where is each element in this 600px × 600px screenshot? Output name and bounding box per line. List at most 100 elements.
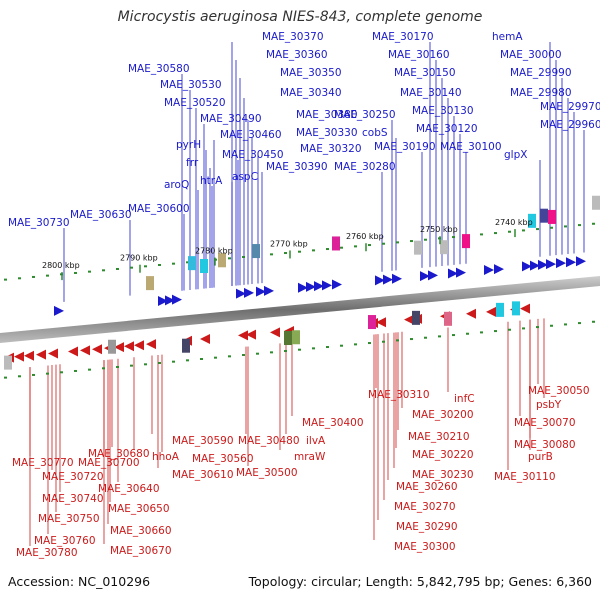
reverse-gene-arrow [520,303,530,314]
forward-gene-arrow [165,295,175,306]
gene-label-bottom: MAE_30070 [514,417,576,429]
gene-label-top: MAE_29960 [540,119,600,131]
gene-label-bottom: MAE_30610 [172,469,234,481]
feature-block [368,315,376,330]
scale-dot [102,269,105,272]
gene-label-bottom: MAE_30310 [368,389,430,401]
gene-label-top: frr [186,157,199,169]
scale-tick-label: 2770 kbp [270,239,308,248]
feature-block [108,339,116,354]
feature-block [200,259,208,273]
scale-dot [312,249,315,252]
scale-dot [326,346,329,349]
forward-gene-arrow [322,280,332,291]
gene-label-top: MAE_30340 [280,87,342,99]
scale-dot [214,356,217,359]
scale-dot [368,342,371,345]
feature-block [182,338,190,353]
reverse-gene-arrow [68,346,78,357]
gene-label-bottom: MAE_30290 [396,521,458,533]
feature-block [462,234,470,249]
scale-dot [298,348,301,351]
feature-block [4,355,12,370]
reverse-gene-arrow [114,342,124,353]
gene-label-top: MAE_30730 [8,217,70,229]
gene-label-top: MAE_30530 [160,79,222,91]
scale-dot [4,376,7,379]
feature-block [332,236,340,251]
forward-gene-arrow [538,259,548,270]
accession-text: Accession: NC_010296 [8,574,151,589]
scale-dot [186,261,189,264]
forward-gene-arrow [54,305,64,316]
reverse-gene-arrow [80,345,90,356]
gene-label-bottom: MAE_30480 [238,435,300,447]
scale-dot [424,336,427,339]
reverse-gene-arrow [134,340,144,351]
forward-gene-arrow [428,270,438,281]
gene-label-bottom: MAE_30590 [172,435,234,447]
reverse-gene-arrow [14,351,24,362]
reverse-gene-arrow [270,327,280,338]
scale-tick-label: 2800 kbp [42,261,80,270]
gene-label-bottom: mraW [294,451,326,463]
scale-dot [550,324,553,327]
reverse-gene-arrow [124,341,134,352]
gene-label-bottom: MAE_30270 [394,501,456,513]
gene-label-top: MAE_30190 [374,141,436,153]
gene-label-top: MAE_30250 [334,109,396,121]
feature-block [218,253,226,268]
scale-dot [466,332,469,335]
scale-dot [536,326,539,329]
scale-tick-label: 2740 kbp [495,218,533,227]
reverse-gene-arrow [466,308,476,319]
feature-block [292,330,300,345]
scale-dot [102,367,105,370]
gene-label-top: MAE_30320 [300,143,362,155]
forward-gene-arrow [314,281,324,292]
scale-tick-label: 2790 kbp [120,254,158,263]
scale-dot [298,250,301,253]
forward-gene-arrow [264,285,274,296]
gene-label-bottom: MAE_30660 [110,525,172,537]
gene-label-top: MAE_30280 [334,161,396,173]
forward-gene-arrow [484,265,494,276]
forward-gene-arrow [375,275,385,286]
gene-label-bottom: MAE_30080 [514,439,576,451]
gene-label-top: MAE_30120 [416,123,478,135]
forward-gene-arrow [392,273,402,284]
gene-label-top: MAE_30000 [500,49,562,61]
genome-backbone [0,276,600,343]
gene-label-top: aspC [232,171,258,183]
scale-dot [18,375,21,378]
scale-dot [522,327,525,330]
scale-dot [130,364,133,367]
scale-dot [60,371,63,374]
reverse-gene-arrow [246,329,256,340]
forward-gene-arrow [556,258,566,269]
forward-gene-arrow [546,259,556,270]
scale-dot [144,363,147,366]
forward-gene-arrow [256,286,266,297]
feature-block [146,276,154,291]
forward-gene-arrow [494,264,504,275]
scale-dot [382,340,385,343]
feature-block [252,244,260,259]
reverse-gene-arrow [48,348,58,359]
gene-label-bottom: MAE_30260 [396,481,458,493]
scale-dot [508,230,511,233]
forward-gene-arrow [236,288,246,299]
gene-label-bottom: purB [528,451,553,463]
gene-label-bottom: MAE_30770 [12,457,74,469]
scale-dot [480,331,483,334]
forward-gene-arrow [244,287,254,298]
scale-dot [228,257,231,260]
scale-dot [88,368,91,371]
gene-label-top: MAE_30360 [266,49,328,61]
reverse-gene-arrow [200,334,210,344]
scale-dot [172,360,175,363]
gene-label-bottom: MAE_30740 [42,493,104,505]
genome-summary-text: Topology: circular; Length: 5,842,795 bp… [248,574,592,589]
gene-label-bottom: MAE_30050 [528,385,590,397]
gene-label-top: MAE_30450 [222,149,284,161]
